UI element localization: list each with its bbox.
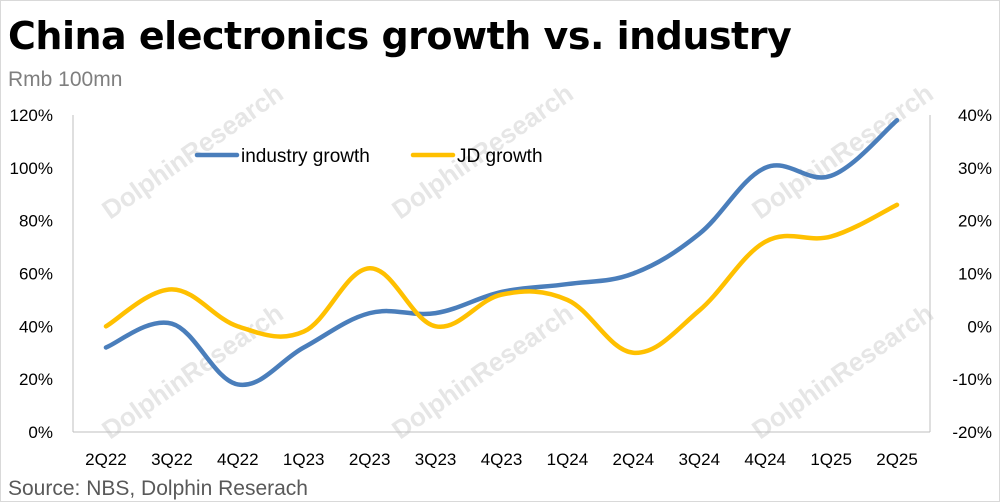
left-tick-label: 60% bbox=[19, 265, 53, 284]
left-tick-label: 100% bbox=[10, 159, 53, 178]
series-lines bbox=[103, 118, 900, 388]
series-line-jd-growth bbox=[103, 202, 900, 356]
series-line-industry-growth bbox=[103, 118, 900, 388]
legend: industry growth JD growth bbox=[194, 146, 543, 167]
x-axis-ticks: 2Q22 3Q22 4Q22 1Q23 2Q23 3Q23 4Q23 1Q24 2Q24 3Q24… bbox=[85, 450, 918, 469]
chart-axes bbox=[72, 115, 931, 433]
x-tick-label: 4Q23 bbox=[481, 450, 523, 469]
source-note: Source: NBS, Dolphin Reserach bbox=[8, 477, 308, 500]
chart-title: China electronics growth vs. industry bbox=[8, 14, 792, 58]
right-tick-label: -20% bbox=[952, 423, 992, 442]
watermark-text: DolphinResearch bbox=[96, 298, 288, 445]
left-tick-label: 120% bbox=[10, 106, 53, 125]
left-tick-label: 20% bbox=[19, 370, 53, 389]
x-tick-label: 3Q23 bbox=[415, 450, 457, 469]
legend-label: industry growth bbox=[241, 146, 370, 167]
watermark-layer: DolphinResearch DolphinResearch DolphinRes… bbox=[96, 78, 938, 445]
x-tick-label: 2Q23 bbox=[349, 450, 391, 469]
legend-label: JD growth bbox=[457, 146, 543, 167]
right-tick-label: 40% bbox=[958, 106, 992, 125]
x-tick-label: 1Q23 bbox=[283, 450, 325, 469]
x-tick-label: 2Q24 bbox=[613, 450, 655, 469]
x-tick-label: 2Q22 bbox=[85, 450, 127, 469]
watermark-text: DolphinResearch bbox=[746, 298, 938, 445]
right-tick-label: 20% bbox=[958, 212, 992, 231]
left-tick-label: 40% bbox=[19, 317, 53, 336]
right-axis-ticks: -20% -10% 0% 10% 20% 30% 40% bbox=[952, 106, 992, 442]
right-tick-label: 0% bbox=[967, 317, 992, 336]
right-tick-label: -10% bbox=[952, 370, 992, 389]
x-tick-label: 3Q22 bbox=[151, 450, 193, 469]
x-tick-label: 4Q22 bbox=[217, 450, 259, 469]
x-tick-label: 1Q25 bbox=[810, 450, 852, 469]
x-tick-label: 1Q24 bbox=[547, 450, 589, 469]
unit-label: Rmb 100mn bbox=[8, 68, 123, 91]
x-tick-label: 2Q25 bbox=[876, 450, 918, 469]
right-tick-label: 30% bbox=[958, 159, 992, 178]
watermark-text: DolphinResearch bbox=[746, 78, 938, 225]
left-tick-label: 0% bbox=[28, 423, 53, 442]
left-tick-label: 80% bbox=[19, 212, 53, 231]
watermark-text: DolphinResearch bbox=[386, 298, 578, 445]
x-tick-label: 4Q24 bbox=[744, 450, 786, 469]
right-tick-label: 10% bbox=[958, 265, 992, 284]
left-axis-ticks: 0% 20% 40% 60% 80% 100% 120% bbox=[10, 106, 53, 442]
x-tick-label: 3Q24 bbox=[678, 450, 720, 469]
